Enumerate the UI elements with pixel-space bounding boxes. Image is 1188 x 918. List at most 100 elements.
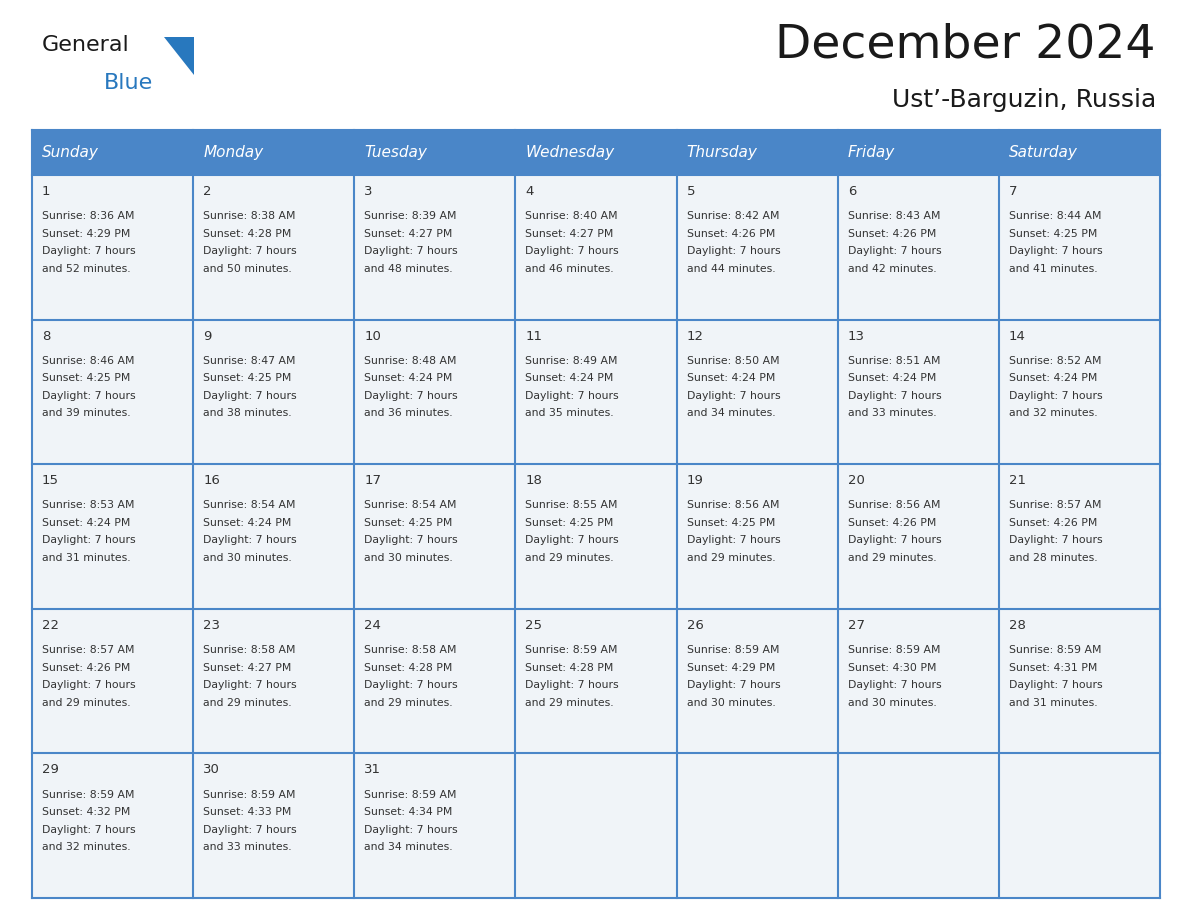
Text: Sunset: 4:31 PM: Sunset: 4:31 PM [1009, 663, 1098, 673]
Text: Sunset: 4:30 PM: Sunset: 4:30 PM [848, 663, 936, 673]
Text: Saturday: Saturday [1009, 145, 1078, 160]
Text: Daylight: 7 hours: Daylight: 7 hours [365, 246, 457, 256]
Text: Sunrise: 8:49 AM: Sunrise: 8:49 AM [525, 356, 618, 366]
Bar [32, 609, 194, 754]
Text: Sunset: 4:25 PM: Sunset: 4:25 PM [687, 518, 775, 528]
Text: and 30 minutes.: and 30 minutes. [848, 698, 936, 708]
Text: and 35 minutes.: and 35 minutes. [525, 409, 614, 419]
Text: and 31 minutes.: and 31 minutes. [1009, 698, 1098, 708]
Text: Sunset: 4:26 PM: Sunset: 4:26 PM [848, 518, 936, 528]
Text: Sunset: 4:24 PM: Sunset: 4:24 PM [525, 374, 614, 384]
Text: Sunset: 4:27 PM: Sunset: 4:27 PM [203, 663, 291, 673]
Bar [32, 319, 194, 465]
Text: Sunrise: 8:59 AM: Sunrise: 8:59 AM [687, 645, 779, 655]
Text: 4: 4 [525, 185, 533, 198]
Text: Sunset: 4:26 PM: Sunset: 4:26 PM [1009, 518, 1098, 528]
Text: Daylight: 7 hours: Daylight: 7 hours [203, 391, 297, 401]
Text: Sunrise: 8:59 AM: Sunrise: 8:59 AM [525, 645, 618, 655]
Text: Daylight: 7 hours: Daylight: 7 hours [525, 246, 619, 256]
Text: 8: 8 [42, 330, 50, 342]
Text: 14: 14 [1009, 330, 1025, 342]
Text: Daylight: 7 hours: Daylight: 7 hours [42, 246, 135, 256]
Text: Sunset: 4:25 PM: Sunset: 4:25 PM [525, 518, 614, 528]
Text: Daylight: 7 hours: Daylight: 7 hours [687, 535, 781, 545]
Text: Daylight: 7 hours: Daylight: 7 hours [525, 535, 619, 545]
Bar [194, 609, 354, 754]
Text: 3: 3 [365, 185, 373, 198]
Text: 21: 21 [1009, 475, 1026, 487]
Bar [838, 465, 999, 609]
Text: Sunrise: 8:47 AM: Sunrise: 8:47 AM [203, 356, 296, 366]
Text: 18: 18 [525, 475, 542, 487]
Text: and 28 minutes.: and 28 minutes. [1009, 553, 1098, 563]
Text: and 33 minutes.: and 33 minutes. [848, 409, 936, 419]
Text: and 32 minutes.: and 32 minutes. [42, 842, 131, 852]
Bar [516, 175, 677, 319]
Text: and 29 minutes.: and 29 minutes. [848, 553, 936, 563]
Text: and 50 minutes.: and 50 minutes. [203, 263, 292, 274]
Text: Sunrise: 8:40 AM: Sunrise: 8:40 AM [525, 211, 618, 221]
Bar [194, 130, 354, 175]
Text: Daylight: 7 hours: Daylight: 7 hours [1009, 391, 1102, 401]
Text: Daylight: 7 hours: Daylight: 7 hours [525, 391, 619, 401]
Text: 27: 27 [848, 619, 865, 632]
Bar [354, 175, 516, 319]
Text: Sunrise: 8:36 AM: Sunrise: 8:36 AM [42, 211, 134, 221]
Bar [999, 609, 1159, 754]
Bar [354, 130, 516, 175]
Text: Sunset: 4:27 PM: Sunset: 4:27 PM [525, 229, 614, 239]
Text: Sunset: 4:24 PM: Sunset: 4:24 PM [203, 518, 291, 528]
Text: 20: 20 [848, 475, 865, 487]
Text: Sunday: Sunday [42, 145, 99, 160]
Bar [999, 175, 1159, 319]
Text: 22: 22 [42, 619, 59, 632]
Text: Wednesday: Wednesday [525, 145, 614, 160]
Bar [194, 319, 354, 465]
Bar [677, 754, 838, 898]
Bar [516, 465, 677, 609]
Text: and 32 minutes.: and 32 minutes. [1009, 409, 1098, 419]
Text: and 52 minutes.: and 52 minutes. [42, 263, 131, 274]
Text: 19: 19 [687, 475, 703, 487]
Text: 11: 11 [525, 330, 543, 342]
Text: 9: 9 [203, 330, 211, 342]
Text: Sunset: 4:24 PM: Sunset: 4:24 PM [1009, 374, 1098, 384]
Text: and 30 minutes.: and 30 minutes. [365, 553, 453, 563]
Text: Sunrise: 8:58 AM: Sunrise: 8:58 AM [365, 645, 456, 655]
Text: Sunrise: 8:56 AM: Sunrise: 8:56 AM [687, 500, 779, 510]
Text: 31: 31 [365, 764, 381, 777]
Text: Sunset: 4:25 PM: Sunset: 4:25 PM [365, 518, 453, 528]
Text: 6: 6 [848, 185, 857, 198]
Text: and 30 minutes.: and 30 minutes. [687, 698, 776, 708]
Text: Sunset: 4:29 PM: Sunset: 4:29 PM [42, 229, 131, 239]
Text: Sunset: 4:27 PM: Sunset: 4:27 PM [365, 229, 453, 239]
Text: 28: 28 [1009, 619, 1025, 632]
Text: Sunrise: 8:50 AM: Sunrise: 8:50 AM [687, 356, 779, 366]
Text: and 36 minutes.: and 36 minutes. [365, 409, 453, 419]
Text: Friday: Friday [848, 145, 895, 160]
Bar [32, 465, 194, 609]
Text: Sunrise: 8:38 AM: Sunrise: 8:38 AM [203, 211, 296, 221]
Bar [999, 754, 1159, 898]
Text: Sunset: 4:25 PM: Sunset: 4:25 PM [203, 374, 291, 384]
Text: Sunset: 4:33 PM: Sunset: 4:33 PM [203, 807, 291, 817]
Text: Sunrise: 8:59 AM: Sunrise: 8:59 AM [848, 645, 940, 655]
Text: and 38 minutes.: and 38 minutes. [203, 409, 292, 419]
Text: Daylight: 7 hours: Daylight: 7 hours [525, 680, 619, 690]
Text: Sunrise: 8:42 AM: Sunrise: 8:42 AM [687, 211, 779, 221]
Text: Sunset: 4:32 PM: Sunset: 4:32 PM [42, 807, 131, 817]
Bar [516, 609, 677, 754]
Text: 24: 24 [365, 619, 381, 632]
Text: Sunset: 4:26 PM: Sunset: 4:26 PM [687, 229, 775, 239]
Text: Sunset: 4:26 PM: Sunset: 4:26 PM [848, 229, 936, 239]
Text: 10: 10 [365, 330, 381, 342]
Text: Daylight: 7 hours: Daylight: 7 hours [365, 535, 457, 545]
Bar [32, 130, 194, 175]
Text: Sunrise: 8:51 AM: Sunrise: 8:51 AM [848, 356, 940, 366]
Text: Sunset: 4:25 PM: Sunset: 4:25 PM [42, 374, 131, 384]
Bar [516, 319, 677, 465]
Text: and 30 minutes.: and 30 minutes. [203, 553, 292, 563]
Text: 15: 15 [42, 475, 59, 487]
Text: Daylight: 7 hours: Daylight: 7 hours [203, 246, 297, 256]
Text: and 44 minutes.: and 44 minutes. [687, 263, 776, 274]
